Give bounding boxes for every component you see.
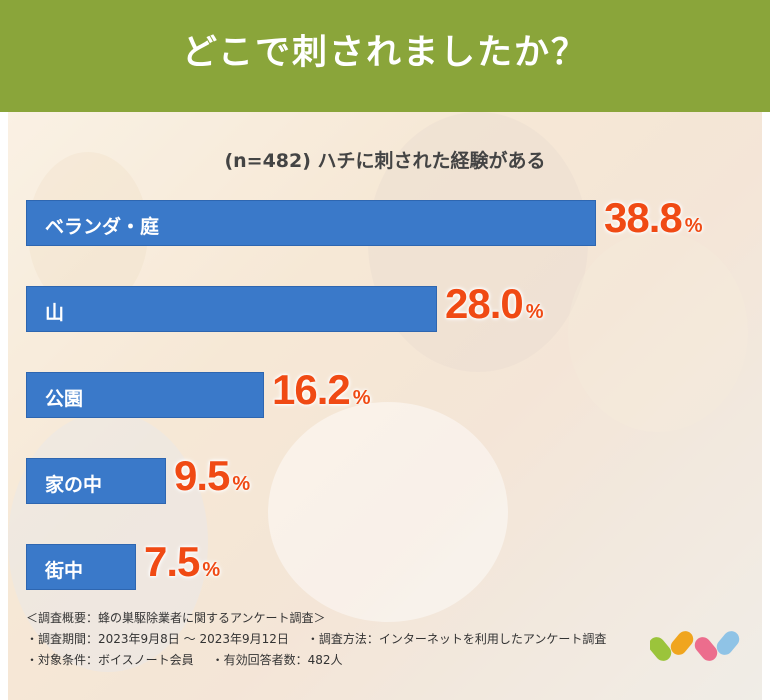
bar-category-label: 山 bbox=[45, 302, 65, 324]
page-title: どこで刺されましたか？ bbox=[182, 33, 588, 73]
header-banner: どこで刺されましたか？ bbox=[0, 0, 770, 112]
logo-shape bbox=[716, 631, 740, 655]
bar: ベランダ・庭 bbox=[26, 200, 596, 246]
footnote-target: ・対象条件：ボイスノート会員 bbox=[26, 653, 194, 667]
logo-shape bbox=[650, 637, 672, 661]
bar-value-number: 9.5 bbox=[174, 452, 230, 499]
bar-value-unit: % bbox=[352, 387, 371, 409]
chart-title: (n=482) ハチに刺された経験がある bbox=[224, 150, 546, 172]
photo-blur-shape bbox=[8, 412, 208, 672]
bar-value-label: 28.0% bbox=[445, 280, 544, 328]
brand-logo-icon bbox=[650, 631, 740, 661]
survey-footnote: ＜調査概要：蜂の巣駆除業者に関するアンケート調査＞ ・調査期間：2023年9月8… bbox=[26, 608, 666, 671]
bar-category-label: 街中 bbox=[45, 560, 84, 582]
footnote-row: ・調査期間：2023年9月8日 〜 2023年9月12日 ・調査方法：インターネッ… bbox=[26, 629, 666, 650]
photo-blur-shape bbox=[268, 402, 508, 622]
logo-shape bbox=[694, 637, 718, 661]
bar-value-number: 16.2 bbox=[272, 366, 351, 413]
bar-value-unit: % bbox=[525, 301, 544, 323]
bar: 山 bbox=[26, 286, 437, 332]
bar-value-unit: % bbox=[202, 559, 221, 581]
photo-blur-shape bbox=[568, 232, 748, 432]
bar-category-label: 公園 bbox=[45, 388, 84, 410]
logo-shape bbox=[670, 631, 694, 655]
footnote-method: ・調査方法：インターネットを利用したアンケート調査 bbox=[306, 632, 607, 646]
bar: 街中 bbox=[26, 544, 136, 590]
bar: 家の中 bbox=[26, 458, 166, 504]
bar-value-number: 38.8 bbox=[604, 194, 683, 241]
bar-value-unit: % bbox=[232, 473, 251, 495]
footnote-summary: ＜調査概要：蜂の巣駆除業者に関するアンケート調査＞ bbox=[26, 611, 326, 625]
footnote-period: ・調査期間：2023年9月8日 〜 2023年9月12日 bbox=[26, 632, 289, 646]
footnote-responses: ・有効回答者数：482人 bbox=[211, 653, 343, 667]
bar-value-unit: % bbox=[684, 215, 703, 237]
bar-category-label: ベランダ・庭 bbox=[45, 216, 160, 238]
bar-value-label: 16.2% bbox=[272, 366, 371, 414]
footnote-row: ・対象条件：ボイスノート会員 ・有効回答者数：482人 bbox=[26, 650, 666, 671]
bar: 公園 bbox=[26, 372, 264, 418]
bar-value-label: 38.8% bbox=[604, 194, 703, 242]
bar-value-number: 7.5 bbox=[144, 538, 200, 585]
bar-value-number: 28.0 bbox=[445, 280, 524, 327]
bar-value-label: 7.5% bbox=[144, 538, 220, 586]
bar-category-label: 家の中 bbox=[45, 474, 103, 496]
bar-value-label: 9.5% bbox=[174, 452, 250, 500]
